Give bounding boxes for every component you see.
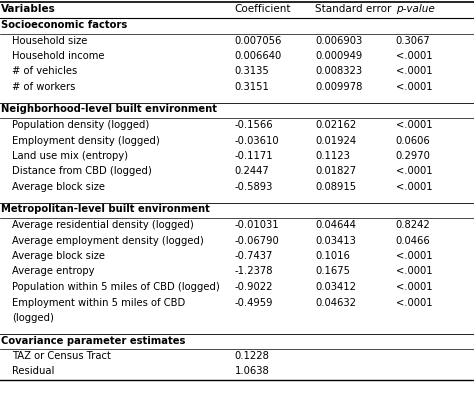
Text: 0.8242: 0.8242 <box>396 220 430 230</box>
Text: 0.3135: 0.3135 <box>235 66 269 76</box>
Text: # of vehicles: # of vehicles <box>12 66 77 76</box>
Text: Standard error: Standard error <box>315 4 392 14</box>
Text: 0.1016: 0.1016 <box>315 251 350 261</box>
Text: p-value: p-value <box>396 4 435 14</box>
Text: -0.5893: -0.5893 <box>235 182 273 192</box>
Text: Average employment density (logged): Average employment density (logged) <box>12 236 204 246</box>
Text: # of workers: # of workers <box>12 82 75 92</box>
Text: -0.1171: -0.1171 <box>235 151 273 161</box>
Text: <.0001: <.0001 <box>396 51 432 61</box>
Text: <.0001: <.0001 <box>396 82 432 92</box>
Text: TAZ or Census Tract: TAZ or Census Tract <box>12 351 111 361</box>
Text: 0.2970: 0.2970 <box>396 151 431 161</box>
Text: 0.02162: 0.02162 <box>315 120 356 130</box>
Text: Distance from CBD (logged): Distance from CBD (logged) <box>12 166 152 176</box>
Text: 0.0466: 0.0466 <box>396 236 430 246</box>
Text: -0.9022: -0.9022 <box>235 282 273 292</box>
Text: <.0001: <.0001 <box>396 120 432 130</box>
Text: Neighborhood-level built environment: Neighborhood-level built environment <box>1 104 218 114</box>
Text: <.0001: <.0001 <box>396 251 432 261</box>
Text: 0.01924: 0.01924 <box>315 136 356 146</box>
Text: -0.7437: -0.7437 <box>235 251 273 261</box>
Text: -0.03610: -0.03610 <box>235 136 279 146</box>
Text: <.0001: <.0001 <box>396 298 432 308</box>
Text: <.0001: <.0001 <box>396 182 432 192</box>
Text: (logged): (logged) <box>12 313 54 323</box>
Text: 0.007056: 0.007056 <box>235 36 282 46</box>
Text: 0.2447: 0.2447 <box>235 166 269 176</box>
Text: 0.04632: 0.04632 <box>315 298 356 308</box>
Text: 0.03412: 0.03412 <box>315 282 356 292</box>
Text: Household size: Household size <box>12 36 87 46</box>
Text: <.0001: <.0001 <box>396 66 432 76</box>
Text: -1.2378: -1.2378 <box>235 266 273 276</box>
Text: Land use mix (entropy): Land use mix (entropy) <box>12 151 128 161</box>
Text: Average entropy: Average entropy <box>12 266 94 276</box>
Text: 0.08915: 0.08915 <box>315 182 356 192</box>
Text: 0.1123: 0.1123 <box>315 151 350 161</box>
Text: 0.009978: 0.009978 <box>315 82 363 92</box>
Text: 0.01827: 0.01827 <box>315 166 356 176</box>
Text: Socioeconomic factors: Socioeconomic factors <box>1 20 128 30</box>
Text: 0.1228: 0.1228 <box>235 351 270 361</box>
Text: Household income: Household income <box>12 51 104 61</box>
Text: 1.0638: 1.0638 <box>235 366 269 376</box>
Text: Average block size: Average block size <box>12 251 105 261</box>
Text: Average block size: Average block size <box>12 182 105 192</box>
Text: 0.03413: 0.03413 <box>315 236 356 246</box>
Text: <.0001: <.0001 <box>396 266 432 276</box>
Text: -0.1566: -0.1566 <box>235 120 273 130</box>
Text: 0.008323: 0.008323 <box>315 66 362 76</box>
Text: <.0001: <.0001 <box>396 282 432 292</box>
Text: Employment density (logged): Employment density (logged) <box>12 136 160 146</box>
Text: Variables: Variables <box>1 4 56 14</box>
Text: -0.06790: -0.06790 <box>235 236 279 246</box>
Text: 0.3151: 0.3151 <box>235 82 270 92</box>
Text: 0.0606: 0.0606 <box>396 136 430 146</box>
Text: 0.04644: 0.04644 <box>315 220 356 230</box>
Text: -0.01031: -0.01031 <box>235 220 279 230</box>
Text: Population density (logged): Population density (logged) <box>12 120 149 130</box>
Text: 0.000949: 0.000949 <box>315 51 363 61</box>
Text: 0.006903: 0.006903 <box>315 36 363 46</box>
Text: Average residential density (logged): Average residential density (logged) <box>12 220 193 230</box>
Text: 0.3067: 0.3067 <box>396 36 430 46</box>
Text: Residual: Residual <box>12 366 54 376</box>
Text: Metropolitan-level built environment: Metropolitan-level built environment <box>1 204 210 214</box>
Text: Employment within 5 miles of CBD: Employment within 5 miles of CBD <box>12 298 185 308</box>
Text: Covariance parameter estimates: Covariance parameter estimates <box>1 336 186 346</box>
Text: Population within 5 miles of CBD (logged): Population within 5 miles of CBD (logged… <box>12 282 219 292</box>
Text: -0.4959: -0.4959 <box>235 298 273 308</box>
Text: 0.006640: 0.006640 <box>235 51 282 61</box>
Text: Coefficient: Coefficient <box>235 4 291 14</box>
Text: 0.1675: 0.1675 <box>315 266 350 276</box>
Text: <.0001: <.0001 <box>396 166 432 176</box>
